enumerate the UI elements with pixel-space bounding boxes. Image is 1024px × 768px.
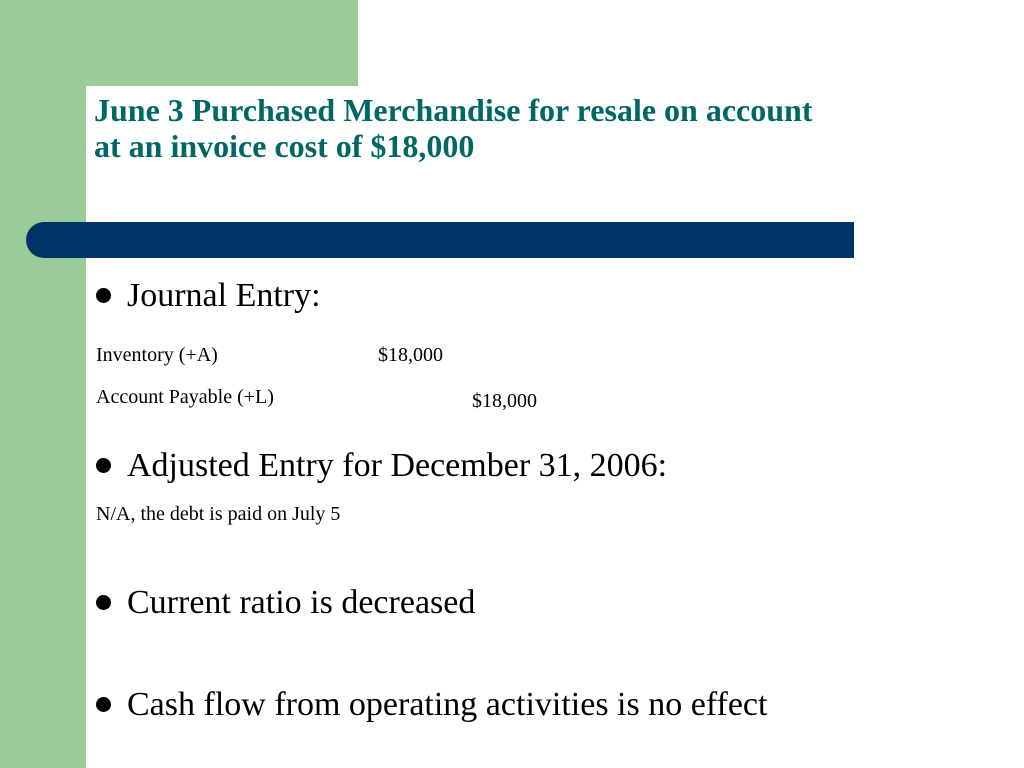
bullet-dot-icon [96, 696, 111, 712]
journal-debit-account: Inventory (+A) [96, 344, 218, 366]
top-green-band [0, 0, 358, 86]
slide-title: June 3 Purchased Merchandise for resale … [94, 92, 1014, 164]
bullet-label: Journal Entry: [127, 277, 321, 314]
bullet-cash-flow: Cash flow from operating activities is n… [96, 685, 767, 725]
adjusted-entry-note: N/A, the debt is paid on July 5 [96, 503, 341, 525]
title-line-1: June 3 Purchased Merchandise for resale … [94, 92, 813, 128]
bullet-dot-icon [96, 594, 111, 610]
bullet-dot-icon [96, 457, 111, 473]
title-divider-bar [26, 222, 854, 258]
bullet-dot-icon [96, 287, 111, 303]
journal-credit-amount: $18,000 [472, 390, 537, 412]
journal-credit-account: Account Payable (+L) [96, 386, 274, 408]
bullet-label: Adjusted Entry for December 31, 2006: [127, 447, 668, 484]
bullet-label: Current ratio is decreased [127, 584, 476, 621]
bullet-current-ratio: Current ratio is decreased [96, 583, 475, 623]
journal-debit-amount: $18,000 [378, 344, 443, 366]
bullet-label: Cash flow from operating activities is n… [127, 686, 768, 723]
title-line-2: at an invoice cost of $18,000 [94, 128, 475, 164]
bullet-adjusted-entry: Adjusted Entry for December 31, 2006: [96, 446, 667, 486]
sidebar-green-band [0, 0, 86, 768]
bullet-journal-entry: Journal Entry: [96, 276, 321, 316]
